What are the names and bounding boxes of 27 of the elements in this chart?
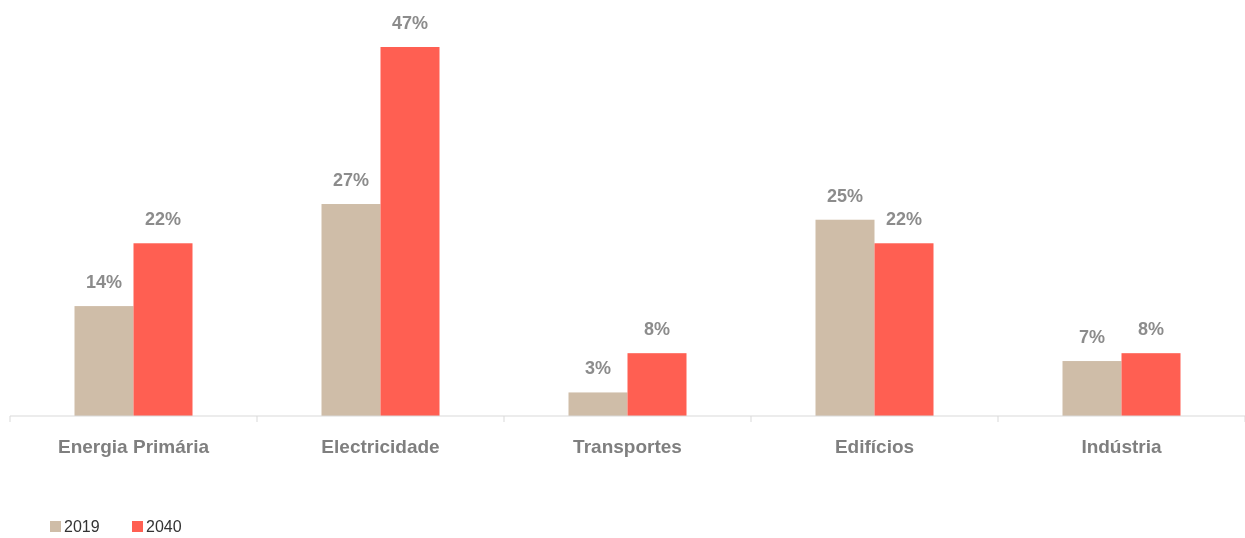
data-label: 22% [144, 209, 182, 230]
bar [1062, 361, 1122, 416]
bar [1121, 353, 1181, 416]
legend-label: 2019 [64, 518, 100, 535]
data-label: 7% [1078, 327, 1106, 348]
bar [568, 392, 628, 416]
bar [321, 204, 381, 416]
data-label: 25% [826, 185, 864, 206]
data-label: 8% [1137, 319, 1165, 340]
bar [74, 306, 134, 416]
bar [380, 47, 440, 416]
data-label: 8% [643, 319, 671, 340]
x-tick-label: Edifícios [834, 436, 915, 457]
legend-label: 2040 [146, 518, 182, 535]
bar [874, 243, 934, 416]
data-label: 22% [885, 209, 923, 230]
x-tick-label: Indústria [1081, 436, 1163, 457]
bar [627, 353, 687, 416]
x-tick-label: Electricidade [321, 436, 440, 457]
bar [815, 219, 875, 416]
bar [133, 243, 193, 416]
x-tick-label: Energia Primária [57, 436, 210, 457]
x-tick-label: Transportes [573, 436, 682, 457]
data-label: 27% [332, 170, 370, 191]
data-label: 14% [85, 272, 123, 293]
data-label: 3% [584, 358, 612, 379]
data-label: 47% [391, 13, 429, 33]
